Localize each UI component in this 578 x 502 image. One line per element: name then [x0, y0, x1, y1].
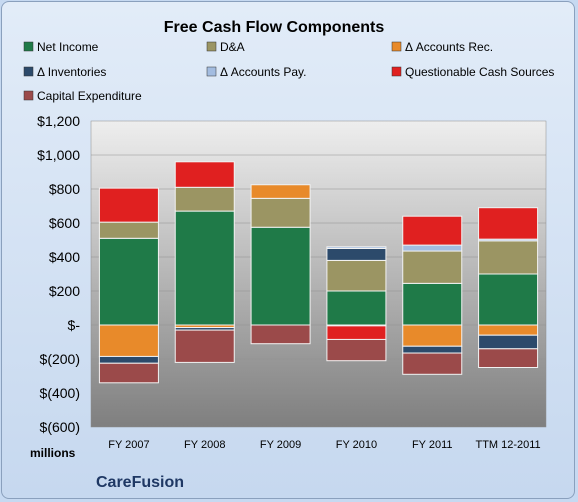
- x-tick-label-1: FY 2008: [184, 439, 225, 451]
- x-tick-label-3: FY 2010: [336, 439, 377, 451]
- y-tick-label-7: $(200): [40, 351, 80, 367]
- legend-label-3: Δ Inventories: [37, 65, 106, 79]
- y-tick-label-6: $-: [68, 317, 81, 333]
- bar-4-2: [402, 324, 463, 347]
- grid: [91, 154, 546, 394]
- company-name: CareFusion: [96, 474, 184, 491]
- x-axis: FY 2007 FY 2008 FY 2009 FY 2010 FY 2011 TTM 1…: [108, 439, 540, 451]
- bar-3-4: [326, 246, 387, 250]
- x-tick-label-0: FY 2007: [108, 439, 149, 451]
- bar-2-6: [250, 324, 311, 345]
- bar-5-3: [478, 334, 539, 350]
- y-tick-label-2: $800: [49, 181, 80, 197]
- x-tick-label-2: FY 2009: [260, 439, 301, 451]
- bar-5-5: [478, 207, 539, 240]
- chart-title: Free Cash Flow Components: [164, 19, 385, 36]
- bar-0-5: [98, 187, 159, 223]
- bar-4-3: [402, 345, 463, 354]
- y-tick-label-9: $(600): [40, 419, 80, 435]
- legend-swatch-3: [23, 66, 34, 77]
- y-tick-label-5: $200: [49, 283, 80, 299]
- legend: Net Income D&A Δ Accounts Rec. Δ Inventorie…: [23, 40, 554, 103]
- legend-swatch-1: [206, 41, 217, 52]
- legend-swatch-2: [391, 41, 402, 52]
- y-tick-label-0: $1,200: [37, 113, 80, 129]
- bar-4-5: [402, 215, 463, 246]
- legend-swatch-6: [23, 90, 34, 101]
- bar-1-5: [174, 161, 235, 188]
- bar-3-1: [326, 259, 387, 292]
- bar-4-0: [402, 282, 463, 326]
- bar-5-1: [478, 240, 539, 275]
- bar-1-0: [174, 210, 235, 326]
- legend-label-6: Capital Expenditure: [37, 89, 142, 103]
- bar-3-5: [326, 325, 387, 340]
- y-tick-label-4: $400: [49, 249, 80, 265]
- bar-5-6: [478, 348, 539, 368]
- bar-0-1: [98, 221, 159, 239]
- bar-2-1: [250, 197, 311, 228]
- legend-swatch-4: [206, 66, 217, 77]
- y-axis-label: millions: [30, 446, 76, 460]
- plot-area: [90, 120, 547, 428]
- legend-swatch-5: [391, 66, 402, 77]
- bar-0-3: [98, 355, 159, 364]
- bar-0-6: [98, 362, 159, 384]
- bar-0-0: [98, 237, 159, 326]
- bars: [98, 161, 539, 384]
- y-tick-label-8: $(400): [40, 385, 80, 401]
- bar-4-6: [402, 352, 463, 375]
- y-tick-label-1: $1,000: [37, 147, 80, 163]
- bar-3-6: [326, 338, 387, 362]
- bar-2-0: [250, 226, 311, 326]
- bar-4-4: [402, 244, 463, 252]
- bar-1-1: [174, 186, 235, 212]
- bar-5-2: [478, 324, 539, 336]
- y-tick-label-3: $600: [49, 215, 80, 231]
- bar-1-6: [174, 329, 235, 363]
- legend-swatch-0: [23, 41, 34, 52]
- legend-label-0: Net Income: [37, 40, 99, 54]
- legend-label-1: D&A: [220, 40, 245, 54]
- bar-2-2: [250, 184, 311, 199]
- bar-5-0: [478, 273, 539, 326]
- x-tick-label-4: FY 2011: [412, 439, 453, 451]
- legend-label-5: Questionable Cash Sources: [405, 65, 554, 79]
- legend-label-2: Δ Accounts Rec.: [405, 40, 493, 54]
- legend-label-4: Δ Accounts Pay.: [220, 65, 307, 79]
- bar-0-2: [98, 324, 159, 357]
- x-tick-label-5: TTM 12-2011: [475, 439, 540, 451]
- y-axis: $1,200 $1,000 $800 $600 $400 $200 $- $(200) $(40…: [37, 113, 80, 435]
- bar-3-3: [326, 248, 387, 261]
- bar-4-1: [402, 250, 463, 284]
- bar-3-0: [326, 290, 387, 326]
